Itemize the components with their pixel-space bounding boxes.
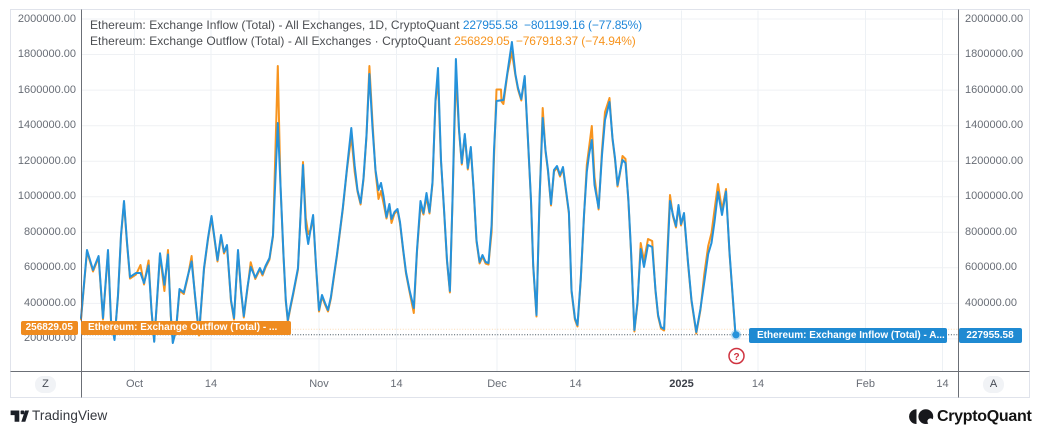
svg-text:?: ?	[733, 352, 739, 363]
